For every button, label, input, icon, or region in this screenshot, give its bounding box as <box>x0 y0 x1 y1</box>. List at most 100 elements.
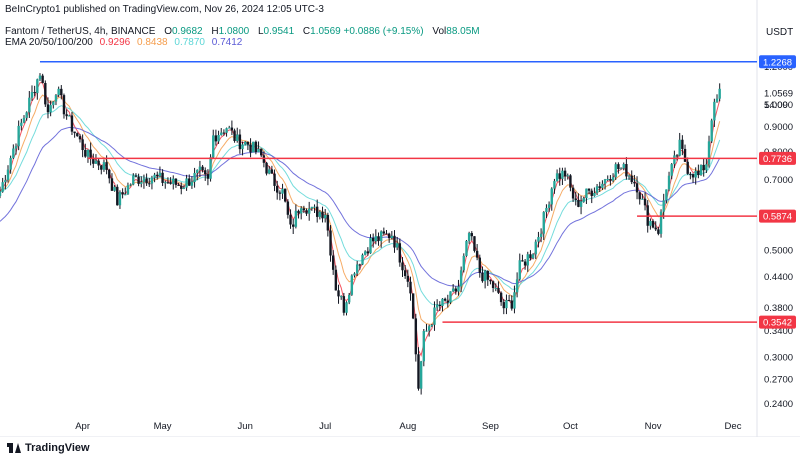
candle-body <box>406 275 410 282</box>
candle-body <box>449 291 452 303</box>
ema-legend[interactable]: EMA 20/50/100/200 0.9296 0.8438 0.7870 0… <box>5 37 242 48</box>
candle-body <box>590 190 593 196</box>
candle-body <box>9 158 12 170</box>
candle-body <box>689 173 692 175</box>
candle-body <box>598 186 601 188</box>
candle-body <box>217 134 220 142</box>
candle-body <box>148 183 151 185</box>
footer-bar <box>0 437 800 460</box>
candle-body <box>326 214 330 231</box>
candle-body <box>124 194 127 196</box>
level-label-0.3542: 0.3542 <box>763 318 792 329</box>
candle-body <box>337 290 340 297</box>
candle-body <box>220 132 223 135</box>
candle-body <box>188 178 191 186</box>
candle-body <box>531 254 535 259</box>
candle-body <box>366 251 370 254</box>
candle-body <box>481 272 484 282</box>
candle-body <box>108 169 111 179</box>
low-value: 0.9541 <box>263 26 295 37</box>
candle-body <box>446 300 450 303</box>
candle-body <box>705 164 708 171</box>
candle-body <box>286 201 290 215</box>
candle-body <box>414 318 418 355</box>
candle-body <box>302 208 306 211</box>
candle-body <box>515 279 519 293</box>
candle-body <box>150 177 154 184</box>
candle-body <box>641 198 644 200</box>
tradingview-logo[interactable]: TradingView <box>7 442 90 454</box>
candle-body <box>97 160 100 166</box>
candle-body <box>553 181 556 189</box>
candle-body <box>158 172 162 177</box>
candle-body <box>65 114 68 117</box>
ema20-value: 0.9296 <box>99 37 131 48</box>
x-tick-label: Apr <box>75 421 90 432</box>
x-tick-label: Oct <box>563 421 578 432</box>
candle-body <box>507 300 511 302</box>
candle-body <box>233 130 236 141</box>
candle-body <box>73 131 76 134</box>
candle-body <box>323 214 327 219</box>
candle-body <box>140 182 143 184</box>
candle-body <box>70 115 74 132</box>
candle-body <box>606 178 609 180</box>
candle-body <box>172 178 175 184</box>
candle-body <box>68 115 71 117</box>
candle-body <box>390 235 394 239</box>
candle-body <box>563 170 567 177</box>
candle-body <box>81 139 84 151</box>
price-chart[interactable]: USDT 0.2400 0.2700 0.3000 0.3400 0.3800 0.4400… <box>0 0 800 437</box>
candle-body <box>411 293 415 319</box>
candle-body <box>94 160 98 164</box>
candle-body <box>353 273 356 276</box>
symbol-legend[interactable]: Fantom / TetherUS, 4h, BINANCE O0.9682 H… <box>5 26 480 37</box>
candle-body <box>161 172 164 183</box>
candle-body <box>153 174 156 178</box>
candle-body <box>49 105 52 113</box>
y-tick-label: 0.2700 <box>764 374 793 385</box>
candle-body <box>491 281 495 288</box>
candle-body <box>238 134 242 150</box>
candle-body <box>510 300 513 309</box>
level-tag-0.7736 <box>759 151 796 165</box>
candle-body <box>318 211 322 217</box>
candle-body <box>497 287 500 293</box>
candle-body <box>297 210 300 214</box>
candle-body <box>284 188 287 202</box>
candle-body <box>1 182 4 192</box>
y-tick-label: 0.2400 <box>764 399 793 410</box>
ema200-value: 0.7412 <box>211 37 243 48</box>
candle-body <box>6 169 10 181</box>
candle-body <box>166 182 170 184</box>
candle-body <box>622 164 625 169</box>
candle-body <box>385 233 388 235</box>
candle-body <box>382 231 386 234</box>
high-value: 1.0800 <box>218 26 250 37</box>
candle-body <box>715 98 719 102</box>
x-tick-label: May <box>154 421 172 432</box>
candle-body <box>633 182 636 184</box>
candle-body <box>611 177 615 181</box>
candle-body <box>438 304 442 307</box>
candle-body <box>361 254 364 265</box>
candle-body <box>651 220 655 228</box>
candle-body <box>649 220 652 226</box>
candle-body <box>454 288 457 292</box>
publisher-line: BeInCrypto1 published on TradingView.com… <box>5 4 324 15</box>
candle-body <box>254 141 258 153</box>
candle-body <box>110 178 114 191</box>
candle-body <box>244 141 247 145</box>
candle-body <box>89 149 92 160</box>
candle-body <box>180 185 183 189</box>
candle-body <box>686 161 689 174</box>
candle-body <box>473 236 476 251</box>
y-tick-label: 0.3000 <box>764 352 793 363</box>
candle-body <box>377 236 380 242</box>
candle-body <box>14 146 18 149</box>
x-tick-label: Sep <box>482 421 499 432</box>
candle-body <box>38 75 42 80</box>
candle-body <box>329 230 332 256</box>
candle-body <box>209 157 212 179</box>
candle-body <box>657 229 660 234</box>
